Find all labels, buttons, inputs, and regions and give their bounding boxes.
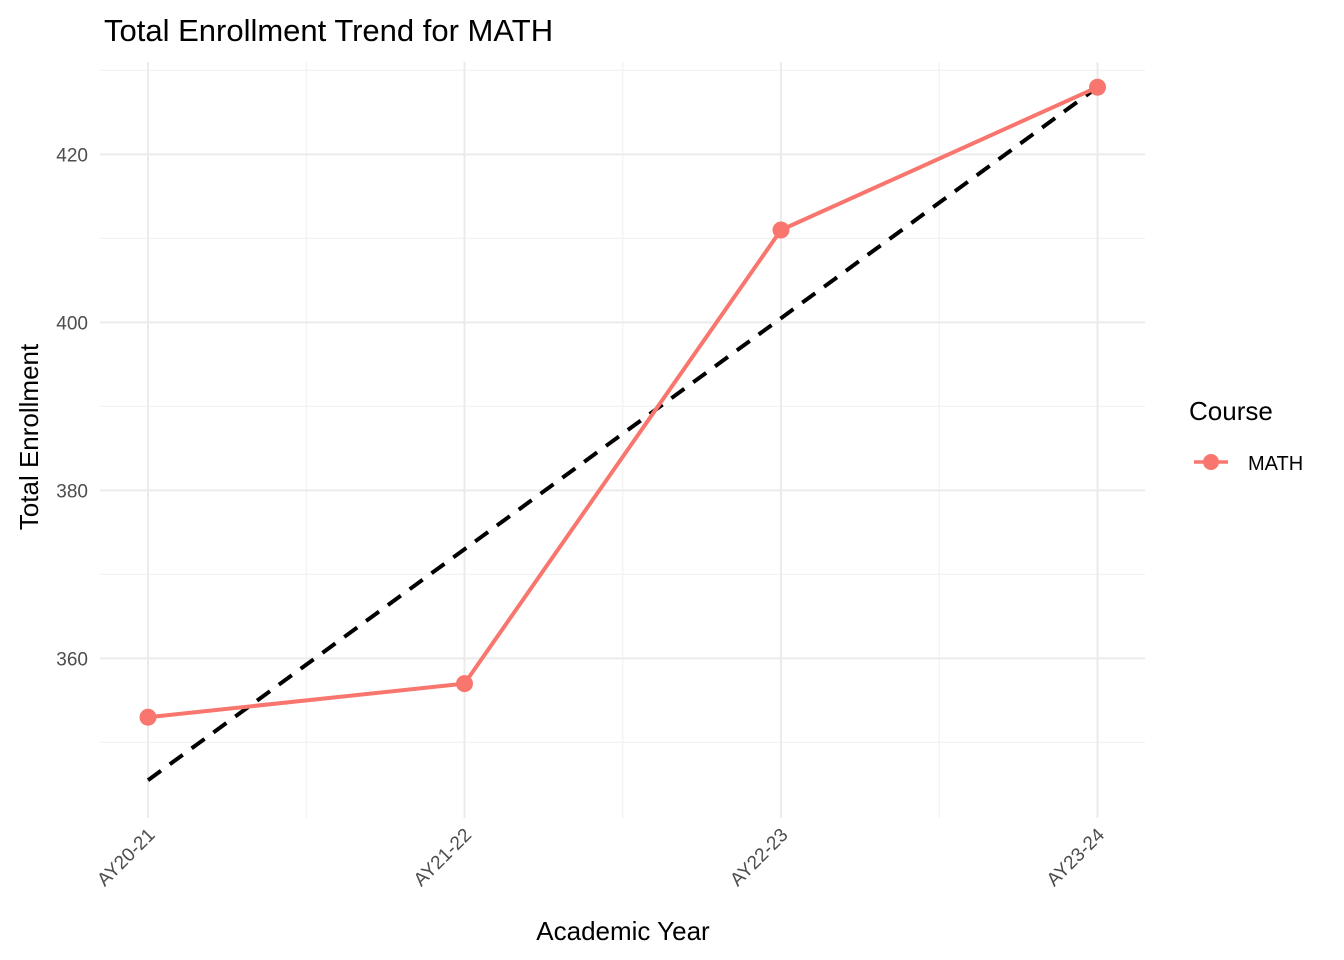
x-tick-label: AY21-22	[410, 825, 476, 891]
x-tick-label: AY22-23	[726, 825, 792, 891]
data-point-math	[1089, 78, 1106, 96]
x-tick-label: AY20-21	[93, 825, 159, 891]
y-tick-label: 400	[56, 313, 88, 334]
y-tick-label: 360	[56, 649, 88, 670]
y-tick-labels: 360 380 400 420	[56, 145, 88, 670]
data-point-math	[139, 708, 157, 726]
trend-layer	[146, 85, 1099, 782]
series-layer	[139, 78, 1106, 726]
legend-title: Course	[1189, 396, 1273, 426]
y-tick-label: 380	[56, 481, 88, 502]
x-tick-labels: AY20-21 AY21-22 AY22-23 AY23-24	[93, 824, 1109, 890]
chart-title: Total Enrollment Trend for MATH	[104, 13, 553, 48]
legend-label-math: MATH	[1248, 453, 1303, 475]
data-point-math	[456, 675, 473, 693]
series-line-math	[147, 85, 1099, 720]
y-tick-label: 420	[56, 145, 88, 166]
legend-key-marker	[1203, 454, 1219, 470]
x-tick-label: AY23-24	[1043, 824, 1109, 890]
legend: Course MATH	[1189, 396, 1303, 475]
minor-gridlines	[100, 62, 1145, 818]
y-axis-title: Total Enrollment	[14, 343, 44, 530]
x-axis-title: Academic Year	[536, 916, 710, 946]
data-point-math	[772, 221, 790, 239]
trend-line	[146, 85, 1099, 782]
